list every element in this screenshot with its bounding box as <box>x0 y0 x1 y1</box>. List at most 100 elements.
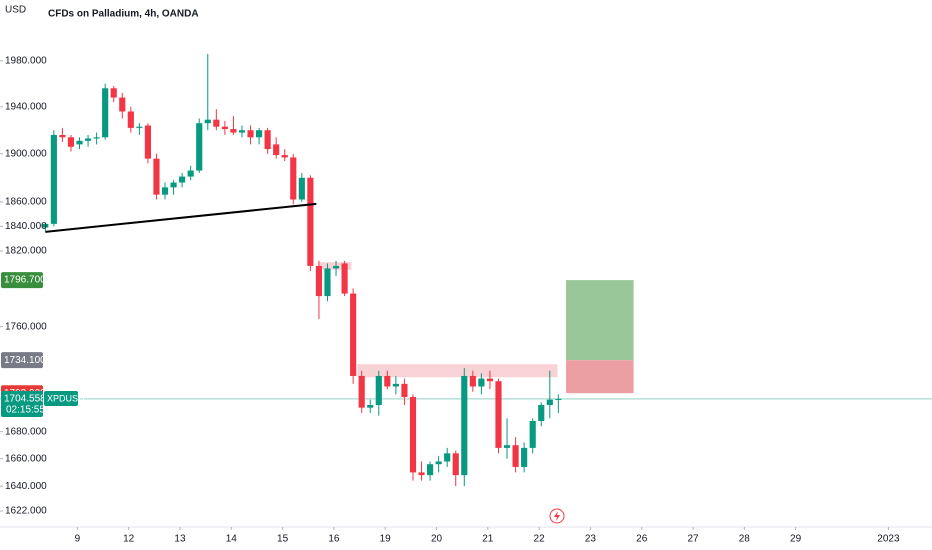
price-tag <box>1 352 43 369</box>
y-tick-label: 1840.000 <box>5 221 47 232</box>
candle-body <box>307 177 314 266</box>
candle-body <box>435 461 442 465</box>
candle-body <box>384 375 391 387</box>
y-tick-label: 1760.000 <box>5 321 47 332</box>
x-tick-label: 28 <box>739 534 751 545</box>
x-tick-label: 19 <box>380 534 392 545</box>
candle-body <box>119 97 126 112</box>
candle-body <box>367 404 374 408</box>
candle-body <box>76 140 83 145</box>
candle-body <box>555 398 562 400</box>
last-price-tag <box>1 390 43 417</box>
candle-body <box>409 397 417 473</box>
candle-body <box>238 130 246 133</box>
candle-body <box>529 420 536 448</box>
price-tag-label: 1796.700 <box>4 275 46 286</box>
y-tick-label: 1640.000 <box>5 481 47 492</box>
candle-body <box>196 123 203 171</box>
x-tick-label: 9 <box>75 534 81 545</box>
candle-body <box>230 129 237 133</box>
candle-body <box>503 445 511 448</box>
x-tick-label: 15 <box>277 534 289 545</box>
candle-body <box>452 453 459 476</box>
y-tick-label: 1860.000 <box>5 197 47 208</box>
candle-body <box>521 447 528 467</box>
candle-body <box>469 375 476 387</box>
x-tick-label: 14 <box>226 534 238 545</box>
candle-body <box>153 158 160 195</box>
y-tick-label: 1980.000 <box>5 55 47 66</box>
candle-body <box>512 445 519 467</box>
y-tick-label: 1680.000 <box>5 426 47 437</box>
candle-body <box>290 157 297 200</box>
last-price-label: 1704.558 <box>4 394 46 405</box>
candle-body <box>444 453 451 462</box>
candle-body <box>478 378 485 387</box>
trend-line <box>45 202 317 233</box>
candle-body <box>427 464 434 476</box>
candle-body <box>350 293 357 376</box>
candle-body <box>341 263 348 294</box>
x-tick-label: 20 <box>431 534 443 545</box>
candle-body <box>110 88 117 98</box>
loss-box <box>566 360 634 394</box>
candle-body <box>281 155 288 158</box>
y-tick-label: 1900.000 <box>5 149 47 160</box>
candle-body <box>495 381 502 448</box>
candle-body <box>324 268 331 297</box>
candle-body <box>204 119 211 124</box>
candle-body <box>256 130 263 138</box>
candle-body <box>315 265 323 297</box>
candle-body <box>461 375 468 476</box>
candle-body <box>50 134 57 224</box>
profit-box <box>566 280 634 361</box>
price-tag <box>1 272 43 289</box>
candle-body <box>179 176 186 183</box>
x-tick-label: 12 <box>123 534 135 545</box>
y-tick-label: 1820.000 <box>5 246 47 257</box>
zone <box>357 364 558 378</box>
x-tick-label: 26 <box>636 534 648 545</box>
candle-body <box>247 130 254 138</box>
candle-body <box>401 383 408 398</box>
y-tick-label: 1622.000 <box>5 506 47 517</box>
currency: USD <box>5 5 26 16</box>
candle-body <box>84 138 92 141</box>
price-tag-label: 1734.100 <box>4 355 46 366</box>
x-tick-label: 29 <box>790 534 802 545</box>
replay-icon[interactable] <box>549 508 565 524</box>
x-tick-label: 13 <box>174 534 186 545</box>
countdown: 02:15:55 <box>6 405 45 416</box>
y-tick-label: 1660.000 <box>5 453 47 464</box>
candle-body <box>102 88 109 138</box>
candle-body <box>332 265 340 269</box>
y-tick-label: 1940.000 <box>5 101 47 112</box>
candle-body <box>273 144 280 156</box>
candle-body <box>127 111 134 128</box>
candle-body <box>264 130 271 150</box>
candle-body <box>538 404 545 421</box>
icon-bolt[interactable] <box>554 511 560 521</box>
candle-body <box>375 375 382 405</box>
candle-body <box>221 126 228 130</box>
candle-body <box>546 399 553 405</box>
candle-body <box>42 223 49 228</box>
candle-body <box>358 375 365 408</box>
candle-body <box>59 134 66 138</box>
chart-title: CFDs on Palladium, 4h, OANDA <box>48 9 199 20</box>
symbol-tag <box>44 390 78 406</box>
x-tick-label: 21 <box>482 534 494 545</box>
candle-body <box>136 126 143 128</box>
candle-body <box>187 170 194 177</box>
plot <box>0 53 932 487</box>
x-tick-label: 23 <box>585 534 597 545</box>
candle-body <box>213 119 220 127</box>
candle-body <box>298 177 305 200</box>
candle-body <box>161 187 169 195</box>
x-tick-label: 16 <box>328 534 340 545</box>
candle-body <box>67 137 75 147</box>
symbol-label: XPDUSD <box>47 393 85 403</box>
x-tick-label: 2023 <box>877 534 900 545</box>
